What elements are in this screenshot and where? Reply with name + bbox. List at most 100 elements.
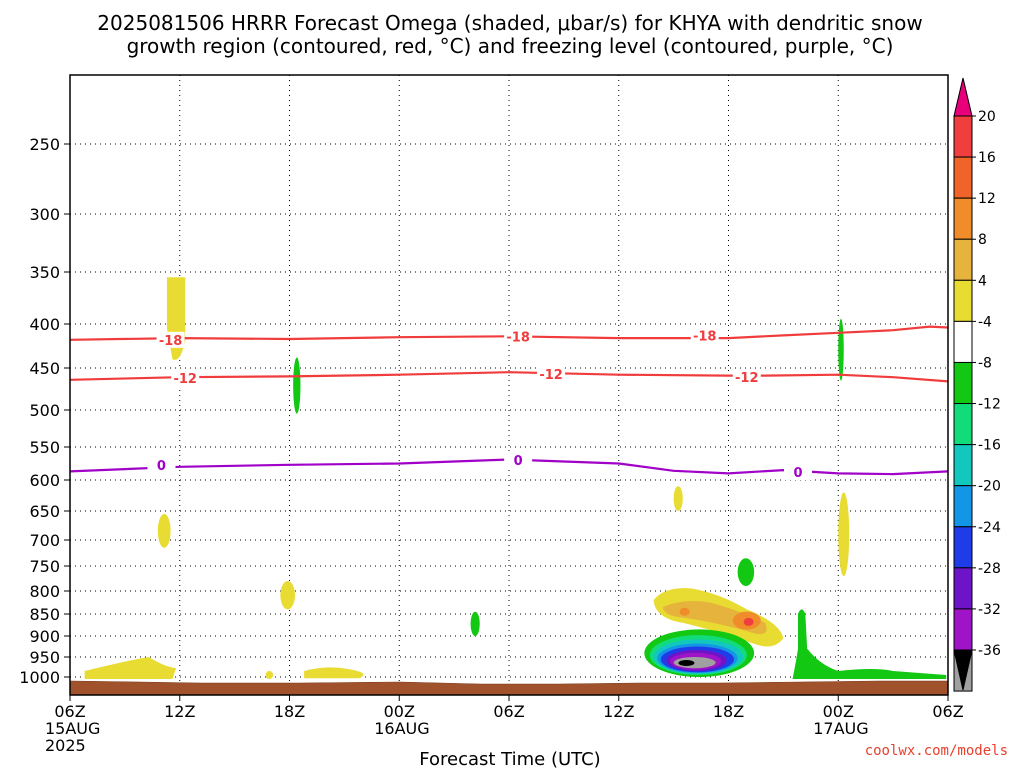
y-tick-label: 450	[29, 359, 60, 378]
y-tick-label: 400	[29, 315, 60, 334]
colorbar-segment	[953, 361, 973, 405]
x-tick-label: 12Z	[603, 702, 634, 721]
x-tick-label: 15AUG	[45, 719, 100, 738]
colorbar-label: -36	[978, 643, 1001, 659]
contour-label-bg	[147, 456, 176, 473]
colorbar-label: 16	[978, 150, 996, 166]
x-tick-label: 16AUG	[374, 719, 429, 738]
contour-label: -12	[735, 371, 759, 386]
contour-line	[69, 325, 949, 341]
contours: -18 -18 -18 -12 -12 -12 0 0 0	[69, 325, 949, 481]
contour-label-bg	[784, 464, 813, 481]
omega-region	[280, 581, 295, 610]
colorbar-segment	[953, 485, 973, 528]
colorbar-segment	[953, 115, 973, 158]
colorbar-label: -20	[978, 479, 1001, 495]
colorbar-segment	[953, 238, 973, 281]
x-tick-label: 00Z	[384, 702, 415, 721]
contour-label: -18	[693, 329, 717, 344]
y-tick-label: 600	[29, 471, 60, 490]
y-tick-label: 850	[29, 605, 60, 624]
omega-region	[743, 617, 754, 626]
omega-region	[293, 357, 301, 414]
y-tick-label: 700	[29, 531, 60, 550]
omega-region	[673, 486, 683, 511]
y-tick-label: 350	[29, 263, 60, 282]
x-tick-label: 06Z	[493, 702, 524, 721]
omega-region	[84, 657, 177, 679]
omega-region	[157, 513, 171, 548]
contour-label-bg	[732, 369, 761, 386]
contour-label-bg	[690, 327, 719, 344]
omega-region	[304, 667, 364, 679]
contour-line	[69, 458, 949, 476]
colorbar-label: -28	[978, 561, 1001, 577]
x-tick-label: 2025	[45, 736, 86, 755]
colorbar-tip-bottom	[953, 649, 973, 691]
contour-label-bg	[171, 370, 200, 387]
colorbar-label: -24	[978, 520, 1001, 536]
contour-label: -12	[539, 368, 563, 383]
omega-region	[838, 492, 850, 576]
y-tick-label: 550	[29, 438, 60, 457]
omega-region	[470, 611, 480, 636]
y-tick-label: 750	[29, 557, 60, 576]
colorbar-tip-top	[953, 77, 973, 117]
contour-label: 0	[514, 454, 523, 469]
colorbar-label: -8	[978, 355, 992, 371]
y-axis: 250 300 350 400 450 500 550 600 650 700 750 800 850 9…	[19, 135, 70, 687]
chart-title-line-1: 2025081506 HRRR Forecast Omega (shaded, …	[97, 11, 922, 35]
x-tick-label: 00Z	[823, 702, 854, 721]
x-axis-label: Forecast Time (UTC)	[419, 749, 600, 768]
colorbar-segment	[953, 197, 973, 240]
y-tick-label: 650	[29, 502, 60, 521]
y-tick-label: 950	[29, 648, 60, 667]
colorbar-segment	[953, 279, 973, 322]
credit-text: coolwx.com/models	[865, 743, 1008, 759]
y-tick-label: 300	[29, 205, 60, 224]
contour-label: -12	[173, 372, 197, 387]
contour-label: -18	[159, 334, 183, 349]
y-tick-label: 250	[29, 135, 60, 154]
omega-region	[737, 558, 755, 586]
plot-area: -18 -18 -18 -12 -12 -12 0 0 0	[69, 74, 949, 696]
y-tick-label: 800	[29, 582, 60, 601]
colorbar-segment	[953, 526, 973, 569]
colorbar: 20 16 12 8 4 -4 -8 -12 -16 -20 -24 -28 -32 -36	[953, 77, 1001, 692]
colorbar-label: -32	[978, 602, 1001, 618]
colorbar-label: 20	[978, 109, 996, 125]
x-tick-label: 18Z	[274, 702, 305, 721]
contour-label: -18	[506, 330, 530, 345]
colorbar-segment	[953, 608, 973, 651]
y-tick-label: 900	[29, 627, 60, 646]
x-tick-label: 06Z	[54, 702, 85, 721]
y-tick-label: 500	[29, 401, 60, 420]
chart-title-line-2: growth region (contoured, red, °C) and f…	[127, 34, 894, 58]
colorbar-label: -4	[978, 314, 992, 330]
contour-label-bg	[537, 365, 566, 382]
colorbar-label: 12	[978, 191, 996, 207]
omega-core-center	[678, 660, 695, 666]
y-tick-label: 1000	[19, 668, 60, 687]
colorbar-segment	[953, 320, 973, 363]
colorbar-segment	[953, 156, 973, 199]
colorbar-label: -12	[978, 397, 1001, 413]
colorbar-segment	[953, 567, 973, 610]
x-tick-label: 18Z	[713, 702, 744, 721]
omega-region	[838, 318, 844, 381]
contour-label-bg	[504, 328, 533, 345]
x-tick-label: 17AUG	[813, 719, 868, 738]
contour-label: 0	[793, 466, 802, 481]
colorbar-label: 8	[978, 232, 987, 248]
x-tick-label: 06Z	[932, 702, 963, 721]
omega-region	[792, 609, 947, 679]
colorbar-label: -16	[978, 438, 1001, 454]
colorbar-label: 4	[978, 273, 987, 289]
colorbar-segment	[953, 444, 973, 487]
x-tick-label: 12Z	[164, 702, 195, 721]
contour-line	[69, 371, 949, 383]
contour-label: 0	[157, 459, 166, 474]
contour-label-bg	[504, 452, 533, 469]
